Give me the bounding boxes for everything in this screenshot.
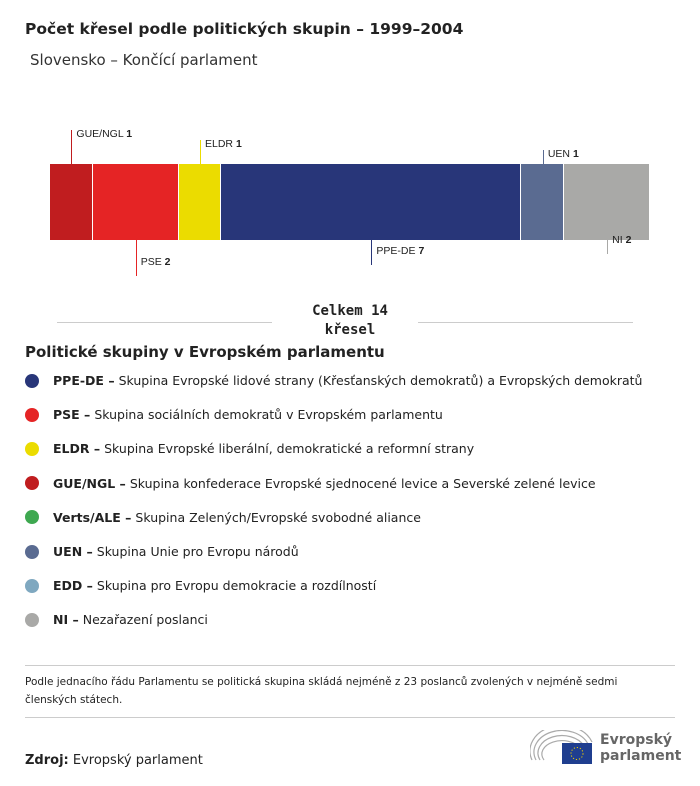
segment-label: UEN 1 (548, 148, 579, 160)
segment-value: 7 (418, 245, 425, 257)
divider (25, 665, 675, 666)
legend-abbr: PSE – (53, 407, 91, 423)
legend-dot-icon (25, 544, 39, 559)
segment-name: PPE-DE (376, 245, 419, 257)
segment-value: 1 (235, 138, 242, 150)
legend-item: Verts/ALE – Skupina Zelených/Evropské svo… (25, 510, 421, 525)
legend-desc: Skupina Unie pro Evropu národů (96, 544, 299, 559)
chart-subtitle: Slovensko – Končící parlament (30, 51, 258, 69)
legend-dot-icon (25, 441, 39, 456)
legend-desc: Skupina konfederace Evropské sjednocené … (129, 475, 596, 491)
source: Zdroj: Evropský parlament (25, 753, 203, 768)
segment-name: NI (612, 234, 626, 246)
segment-value: 2 (164, 256, 171, 268)
segment-label: PPE-DE 7 (376, 245, 424, 257)
total-seats: Celkem 14 křesel (290, 302, 410, 340)
legend-desc: Skupina Evropské liberální, demokratické… (104, 441, 475, 457)
legend-title: Politické skupiny v Evropském parlamentu (25, 343, 385, 361)
leader-line (71, 130, 73, 164)
legend-abbr: GUE/NGL – (53, 475, 126, 491)
segment-value: 1 (572, 148, 579, 160)
leader-line (135, 240, 137, 276)
legend-dot-icon (25, 510, 39, 525)
segment-name: GUE/NGL (76, 128, 127, 140)
legend-abbr: Verts/ALE – (53, 509, 132, 525)
legend-item: GUE/NGL – Skupina konfederace Evropské sj… (25, 476, 596, 491)
legend-item: EDD – Skupina pro Evropu demokracie a roz… (25, 578, 376, 593)
legend-item: NI – Nezařazení poslanci (25, 612, 208, 627)
segment-value: 1 (126, 128, 133, 140)
legend-item: PSE – Skupina sociálních demokratů v Evro… (25, 407, 443, 422)
legend-dot-icon (25, 476, 39, 491)
divider (25, 717, 675, 718)
legend-item: UEN – Skupina Unie pro Evropu národů (25, 544, 299, 559)
leader-line (200, 140, 201, 164)
stacked-bar-chart: GUE/NGL 1 PSE 2 ELDR 1 PPE-DE 7 UEN 1 NI 2 (0, 0, 700, 300)
bar-segment-guengl (50, 164, 92, 240)
segment-value: 2 (625, 234, 632, 246)
legend-desc: Skupina Zelených/Evropské svobodné alian… (135, 509, 421, 525)
legend-abbr: UEN – (53, 544, 93, 559)
segment-name: PSE (140, 256, 165, 268)
legend-desc: Skupina pro Evropu demokracie a rozdílno… (96, 578, 377, 594)
segment-label: PSE 2 (141, 256, 171, 268)
legend-desc: Skupina Evropské lidové strany (Křesťans… (118, 373, 643, 388)
source-value: Evropský parlament (72, 753, 203, 768)
leader-line (371, 240, 373, 265)
footnote: Podle jednacího řádu Parlamentu se polit… (25, 676, 618, 706)
parliament-hemicycle-icon (530, 730, 593, 764)
total-label-unit: křesel (324, 322, 376, 338)
ep-logo: Evropský parlament (530, 730, 681, 766)
bar-segment-ppede (221, 164, 521, 240)
legend-abbr: PPE-DE – (53, 373, 115, 388)
legend-desc: Skupina sociálních demokratů v Evropském… (94, 407, 443, 423)
legend-item: ELDR – Skupina Evropské liberální, demokr… (25, 441, 474, 456)
legend-abbr: NI – (53, 612, 79, 628)
total-label: Celkem 14 (312, 303, 388, 319)
legend-dot-icon (25, 373, 39, 388)
bar-segment-pse (92, 164, 178, 240)
bar-segment-eldr (178, 164, 221, 240)
legend-dot-icon (25, 407, 39, 422)
logo-text: Evropský parlament (600, 732, 682, 764)
divider (57, 322, 272, 323)
segment-name: UEN (547, 148, 573, 160)
divider (418, 322, 633, 323)
legend-abbr: ELDR – (53, 441, 101, 457)
segment-name: ELDR (205, 138, 236, 150)
legend-desc: Nezařazení poslanci (82, 612, 208, 628)
leader-line (542, 150, 544, 164)
segment-label: ELDR 1 (205, 138, 242, 150)
source-label: Zdroj: (25, 753, 69, 768)
bar-segment-ni (564, 164, 649, 240)
chart-title: Počet křesel podle politických skupin – … (25, 20, 464, 38)
bar-segment-uen (521, 164, 564, 240)
legend-dot-icon (25, 578, 39, 593)
legend-dot-icon (25, 612, 39, 627)
segment-label: NI 2 (612, 234, 631, 246)
legend-item: PPE-DE – Skupina Evropské lidové strany (… (25, 373, 642, 388)
leader-line (607, 240, 609, 254)
legend-abbr: EDD – (53, 578, 93, 594)
segment-label: GUE/NGL 1 (76, 128, 132, 140)
